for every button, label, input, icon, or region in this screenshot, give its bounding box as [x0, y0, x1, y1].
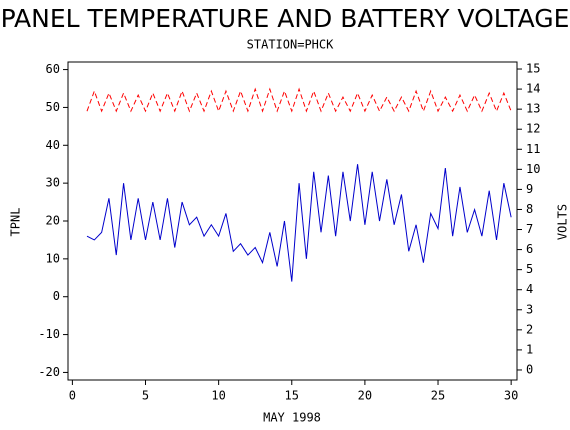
y-tick-label: 20: [46, 214, 60, 228]
line-series: [86, 87, 512, 113]
y-axis-label: TPNL: [9, 208, 23, 237]
y2-tick-label: 14: [526, 82, 540, 96]
y-tick-label: 10: [46, 251, 60, 265]
y2-tick-label: 11: [526, 142, 540, 156]
x-tick-label: 20: [358, 389, 372, 403]
y2-tick-label: 15: [526, 62, 540, 76]
x-tick-label: 25: [431, 389, 445, 403]
y-tick-label: 30: [46, 176, 60, 190]
y2-tick-label: 12: [526, 122, 540, 136]
y-tick-label: -20: [38, 365, 60, 379]
line-series: [86, 164, 512, 282]
y2-tick-label: 10: [526, 162, 540, 176]
x-tick-label: 30: [504, 389, 518, 403]
y2-tick-label: 9: [526, 182, 533, 196]
y2-tick-label: 13: [526, 102, 540, 116]
y2-tick-label: 3: [526, 302, 533, 316]
x-tick-label: 5: [142, 389, 149, 403]
y2-tick-label: 1: [526, 342, 533, 356]
y2-tick-label: 0: [526, 362, 533, 376]
x-tick-label: 15: [285, 389, 299, 403]
y-tick-label: 40: [46, 138, 60, 152]
y2-axis-label: VOLTS: [556, 204, 570, 240]
y2-tick-label: 8: [526, 202, 533, 216]
x-tick-label: 10: [211, 389, 225, 403]
y-tick-label: 0: [53, 289, 60, 303]
y-tick-label: -10: [38, 327, 60, 341]
chart-title: PANEL TEMPERATURE AND BATTERY VOLTAGE: [1, 4, 570, 33]
y-tick-label: 60: [46, 62, 60, 76]
y2-tick-label: 6: [526, 242, 533, 256]
y2-tick-label: 5: [526, 262, 533, 276]
y2-tick-label: 2: [526, 322, 533, 336]
y-tick-label: 50: [46, 100, 60, 114]
y2-tick-label: 7: [526, 222, 533, 236]
x-tick-label: 0: [69, 389, 76, 403]
y2-tick-label: 4: [526, 282, 533, 296]
chart-subtitle: STATION=PHCK: [247, 38, 334, 52]
x-axis-label: MAY 1998: [263, 411, 321, 425]
